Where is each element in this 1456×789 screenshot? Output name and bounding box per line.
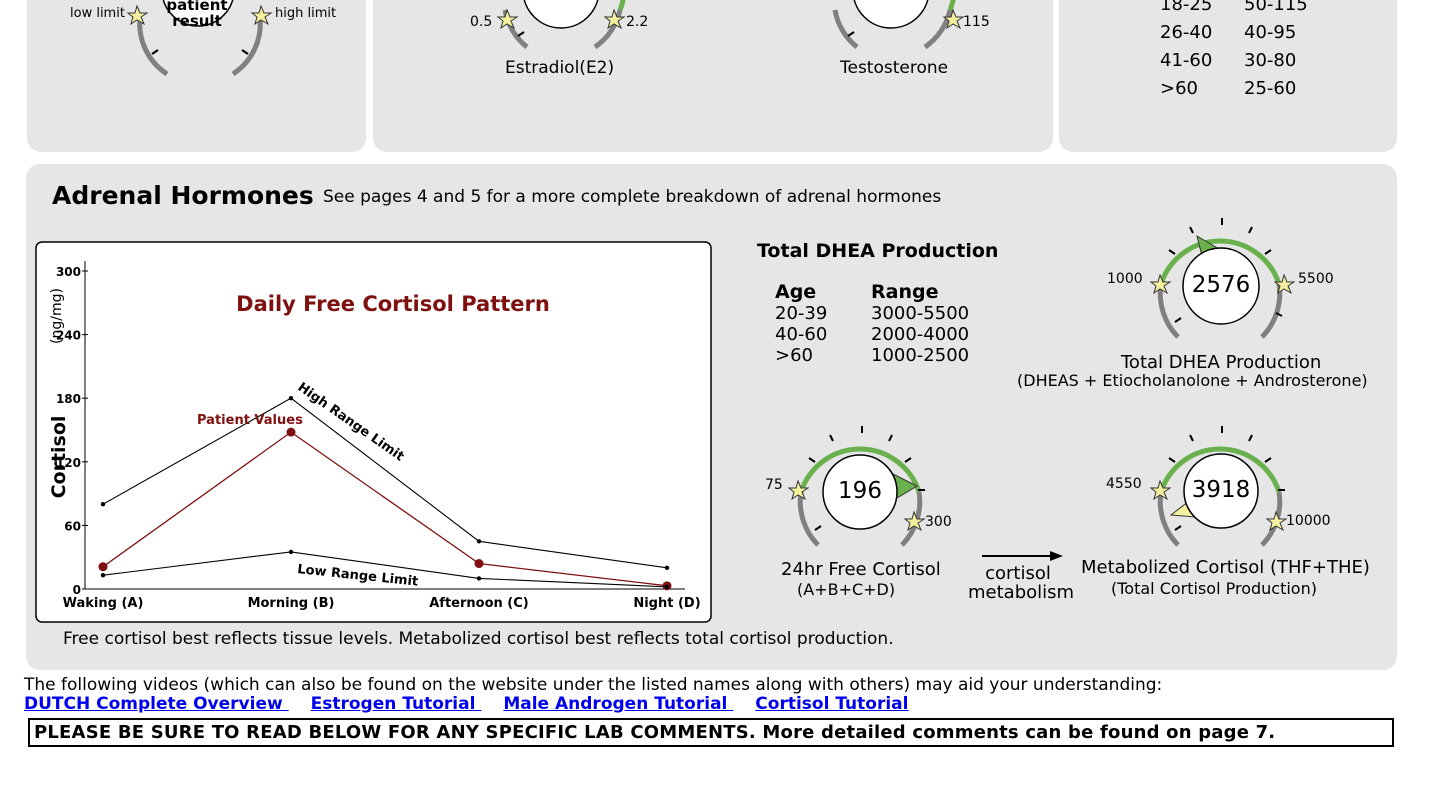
estradiol-name: Estradiol(E2)	[505, 58, 615, 78]
metabolized-cortisol-gauge	[1149, 426, 1288, 547]
list-item: 26-40 40-95	[1160, 22, 1297, 43]
metabolized-high: 10000	[1286, 513, 1331, 529]
free-cortisol-high-star-icon	[903, 510, 926, 532]
videos-intro: The following videos (which can also be …	[24, 675, 1163, 695]
data-point	[474, 559, 484, 569]
free-cortisol-low-star-icon	[787, 479, 810, 501]
testosterone-gauge	[832, 0, 965, 50]
legend-low-label: low limit	[70, 6, 125, 21]
metabolized-sub: (Total Cortisol Production)	[1111, 579, 1317, 598]
adrenal-subtitle: See pages 4 and 5 for a more complete br…	[323, 187, 942, 207]
x-tick-label: Waking (A)	[63, 596, 144, 611]
testosterone-age-ranges: 18-25 50-115 26-40 40-95 41-60 30-80 >60 25-…	[1160, 0, 1308, 103]
free-cortisol-high: 300	[925, 514, 952, 530]
legend-gauge	[126, 0, 273, 77]
dhea-heading: Total DHEA Production	[757, 240, 999, 262]
dhea-sub: (DHEAS + Etiocholanolone + Androsterone)	[1017, 371, 1368, 390]
y-axis-unit: (ng/mg)	[49, 288, 65, 344]
dhea-gauge	[1149, 218, 1295, 339]
legend-center-label-2: result	[172, 12, 222, 30]
data-point	[288, 549, 294, 555]
list-item: >60 25-60	[1160, 78, 1297, 99]
adrenal-title: Adrenal Hormones	[52, 181, 314, 210]
data-point	[286, 427, 296, 437]
data-point	[100, 573, 106, 578]
testosterone-high-star-icon	[942, 8, 965, 30]
testosterone-name: Testosterone	[840, 58, 949, 78]
metabolized-high-star-icon	[1265, 510, 1288, 532]
list-item: 41-60 30-80	[1160, 50, 1297, 71]
link-cortisol-tutorial[interactable]: Cortisol Tutorial	[755, 694, 909, 714]
data-point	[476, 539, 482, 544]
free-cortisol-low: 75	[765, 477, 783, 493]
y-tick-label: 60	[64, 519, 81, 533]
dhea-low-star-icon	[1149, 273, 1172, 295]
y-axis-label: Cortisol	[48, 416, 70, 499]
data-point	[664, 565, 670, 570]
chart-title: Daily Free Cortisol Pattern	[236, 292, 550, 316]
free-cortisol-name: 24hr Free Cortisol	[781, 559, 941, 580]
estradiol-gauge	[496, 0, 626, 50]
metabolized-name: Metabolized Cortisol (THF+THE)	[1081, 557, 1370, 578]
dhea-high-star-icon	[1273, 273, 1295, 295]
y-tick-label: 300	[56, 265, 81, 279]
link-estrogen-tutorial[interactable]: Estrogen Tutorial	[310, 694, 482, 714]
metabolized-low-star-icon	[1149, 479, 1172, 501]
free-cortisol-sub: (A+B+C+D)	[797, 580, 896, 599]
x-tick-label: Afternoon (C)	[429, 596, 528, 611]
list-item: 20-39 3000-5500	[775, 303, 970, 324]
series-line	[102, 431, 668, 587]
high-limit-star-icon	[250, 4, 273, 26]
estradiol-low: 0.5	[470, 14, 493, 30]
dhea-name: Total DHEA Production	[1121, 352, 1322, 373]
metabolized-low: 4550	[1106, 476, 1142, 492]
free-cortisol-value: 196	[838, 478, 882, 504]
dhea-high: 5500	[1298, 271, 1334, 287]
x-tick-label: Night (D)	[633, 596, 700, 611]
list-item: Age Range	[775, 281, 939, 303]
data-point	[476, 576, 482, 581]
arrow-label-1: cortisol	[985, 563, 1051, 584]
y-tick-label: 120	[56, 456, 81, 470]
arrow-label-2: metabolism	[968, 582, 1075, 603]
dhea-low: 1000	[1107, 271, 1143, 287]
metabolized-value: 3918	[1191, 477, 1251, 503]
low-limit-star-icon	[126, 4, 149, 26]
adrenal-footnote: Free cortisol best reflects tissue level…	[63, 629, 894, 649]
data-point	[98, 562, 108, 572]
legend-high-label: high limit	[275, 6, 337, 21]
list-item: >60 1000-2500	[775, 345, 970, 366]
estradiol-high-star-icon	[603, 8, 626, 30]
list-item: 40-60 2000-4000	[775, 324, 970, 345]
series-line	[102, 397, 668, 569]
x-tick-label: Morning (B)	[248, 596, 335, 611]
list-item: 18-25 50-115	[1160, 0, 1308, 15]
estradiol-high: 2.2	[626, 14, 649, 30]
lab-comments-notice: PLEASE BE SURE TO READ BELOW FOR ANY SPE…	[28, 718, 1394, 747]
free-cortisol-gauge	[787, 426, 926, 547]
estradiol-low-star-icon	[496, 8, 519, 30]
video-links: DUTCH Complete Overview Estrogen Tutoria…	[24, 694, 908, 714]
patient-values-label: Patient Values	[197, 413, 303, 428]
link-male-androgen-tutorial[interactable]: Male Androgen Tutorial	[503, 694, 734, 714]
link-dutch-overview[interactable]: DUTCH Complete Overview	[24, 694, 289, 714]
series-line	[102, 551, 668, 588]
testosterone-high: 115	[963, 14, 990, 30]
dhea-age-ranges: Age Range 20-39 3000-5500 40-60 2000-4000 >…	[775, 281, 970, 367]
arrow-right-icon	[982, 551, 1063, 561]
y-tick-label: 240	[56, 329, 81, 343]
data-point	[100, 502, 106, 507]
top-middle-panel	[373, 0, 1053, 152]
dhea-value: 2576	[1191, 272, 1251, 298]
y-tick-label: 180	[56, 392, 81, 406]
y-tick-label: 0	[73, 583, 81, 597]
cortisol-chart: Daily Free Cortisol Pattern Cortisol (ng…	[35, 241, 712, 623]
legend-center-label-1: patient	[166, 0, 228, 14]
data-point	[664, 584, 670, 590]
top-right-panel	[1059, 0, 1397, 152]
data-point	[288, 396, 294, 401]
